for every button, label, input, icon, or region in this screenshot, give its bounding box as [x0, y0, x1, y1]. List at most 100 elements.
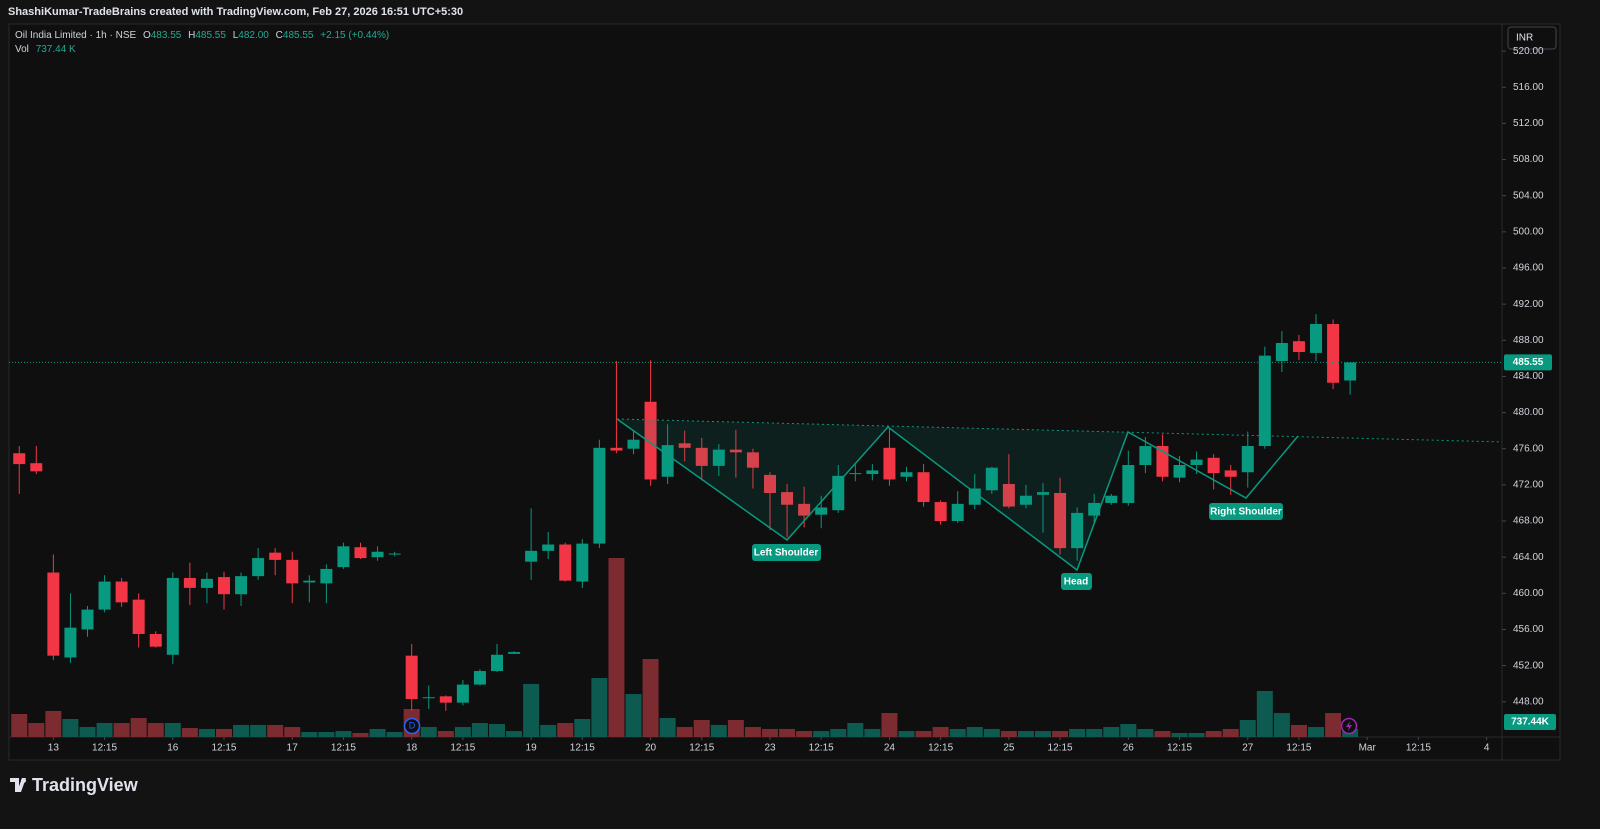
candle-body [1105, 495, 1118, 503]
volume-bar [1171, 732, 1188, 737]
candle-body [98, 581, 111, 610]
legend-key: O [143, 30, 151, 41]
candle-body [405, 655, 418, 700]
x-tick-label: 12:15 [92, 743, 117, 754]
candle-body [798, 503, 811, 516]
legend-key: C [276, 30, 283, 41]
x-tick-label: 19 [526, 743, 538, 754]
volume-bar [488, 723, 505, 737]
y-tick-label: 492.00 [1513, 299, 1544, 310]
y-tick-label: 508.00 [1513, 154, 1544, 165]
candle-body [81, 609, 94, 630]
candle-body [115, 581, 128, 603]
candle-body [695, 447, 708, 466]
volume-bar [523, 683, 540, 737]
pattern-line [616, 418, 1299, 572]
volume-bar [471, 723, 488, 737]
candle-body [1310, 324, 1323, 353]
y-tick-label: 480.00 [1513, 407, 1544, 418]
candle-body [1071, 512, 1084, 549]
y-tick-label: 520.00 [1513, 46, 1544, 57]
candle-body [456, 684, 469, 703]
last-volume-box [1504, 713, 1556, 730]
x-tick-label: 12:15 [1406, 743, 1431, 754]
y-tick-label: 496.00 [1513, 263, 1544, 274]
candle-body [269, 552, 282, 560]
candle-body [746, 452, 759, 468]
y-tick-label: 484.00 [1513, 371, 1544, 382]
legend-key: H [188, 30, 195, 41]
volume-bar [335, 731, 352, 737]
candle-body [1344, 362, 1357, 381]
volume-bar [847, 723, 864, 737]
candle-body [849, 473, 862, 475]
volume-bar [1205, 731, 1222, 737]
volume-bar [983, 728, 1000, 737]
candle-body [200, 578, 213, 588]
candle-body [1207, 457, 1220, 474]
volume-bar [932, 727, 949, 737]
brand-logo [10, 778, 26, 792]
dividend-icon[interactable] [403, 717, 421, 735]
volume-bar [966, 727, 983, 737]
last-price-label: 485.55 [1513, 357, 1544, 368]
candle-body [371, 551, 384, 558]
annotation: Right Shoulder [1210, 507, 1282, 518]
plot-area [9, 314, 1502, 737]
volume-bar [301, 732, 318, 737]
candle-body [610, 447, 623, 451]
legend-key: Vol [15, 44, 29, 55]
candle-body [542, 544, 555, 551]
candle-body [149, 633, 162, 647]
candle-body [1139, 446, 1152, 465]
candle-body [1019, 495, 1032, 505]
candle-body [934, 502, 947, 522]
candle-body [1002, 483, 1015, 507]
y-tick-label: 468.00 [1513, 516, 1544, 527]
volume-bar [727, 719, 744, 737]
volume-bar [762, 728, 779, 737]
volume-bar [147, 723, 164, 737]
volume-bar [1103, 727, 1120, 737]
volume-bar [881, 713, 898, 737]
volume-bar [1308, 727, 1325, 737]
candle-body [866, 470, 879, 475]
x-tick-label: Mar [1359, 743, 1377, 754]
x-tick-label: 16 [167, 743, 179, 754]
volume-bar [164, 723, 181, 737]
y-tick-label: 500.00 [1513, 226, 1544, 237]
x-tick-label: 23 [764, 743, 776, 754]
y-tick-label: 452.00 [1513, 660, 1544, 671]
candle-body [337, 546, 350, 568]
x-tick-label: 12:15 [570, 743, 595, 754]
currency-box[interactable] [1507, 26, 1557, 50]
x-tick-label: 12:15 [928, 743, 953, 754]
volume-bar [215, 728, 232, 737]
volume-bar [557, 723, 574, 737]
volume-bar [574, 718, 591, 737]
chart-panel [8, 23, 1561, 761]
x-tick-label: 27 [1242, 743, 1254, 754]
y-tick-label: 476.00 [1513, 443, 1544, 454]
candle-body [490, 654, 503, 672]
candle-body [985, 467, 998, 491]
annotation: Head [1064, 577, 1088, 588]
legend-value: 485.55 [283, 30, 314, 41]
volume-bar [1000, 731, 1017, 737]
volume-bar [830, 728, 847, 737]
dividend-marker: D [409, 720, 416, 730]
x-tick-label: 12:15 [331, 743, 356, 754]
legend: Oil India Limited · 1h · NSE O483.55 H48… [15, 30, 389, 41]
volume-bar [1052, 731, 1069, 737]
volume-bar [898, 731, 915, 737]
candle-body [1173, 464, 1186, 478]
brand: TradingView [32, 775, 139, 795]
candle-body [1088, 502, 1101, 516]
volume-bar [1120, 723, 1137, 737]
volume-bar [267, 724, 284, 737]
volume-bar [813, 731, 830, 737]
volume-bar [949, 728, 966, 737]
volume-bar [250, 724, 267, 737]
volume-bar [386, 732, 403, 737]
